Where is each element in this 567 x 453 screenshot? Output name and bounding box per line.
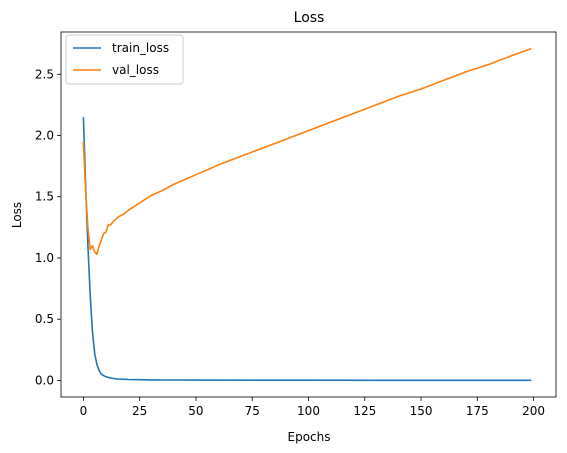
x-tick-label: 175 [466,404,489,418]
legend: train_loss val_loss [65,34,184,85]
legend-label-val-loss: val_loss [112,63,159,77]
y-tick-label: 2.5 [35,67,54,81]
chart-title: Loss [294,10,325,26]
x-tick-label: 75 [245,404,260,418]
x-axis-label: Epochs [288,430,331,444]
axes-frame [60,31,557,398]
x-tick-label: 150 [410,404,433,418]
plot-area [82,47,532,382]
x-tick-label: 200 [522,404,545,418]
x-tick-label: 50 [188,404,203,418]
x-tick-label: 0 [80,404,88,418]
axis-ticks: 0 25 50 75 100 125 150 175 200 0.0 0.5 1.0 1.5 2.0 2.5 [35,67,545,418]
series-line-val-loss [82,47,532,256]
y-tick-label: 0.0 [35,373,54,387]
legend-label-train-loss: train_loss [112,41,169,55]
y-axis-label: Loss [10,202,24,228]
series-line-train-loss [82,117,532,382]
x-tick-label: 100 [297,404,320,418]
y-tick-label: 2.0 [35,128,54,142]
y-tick-label: 1.0 [35,251,54,265]
x-tick-label: 125 [353,404,376,418]
y-tick-label: 0.5 [35,312,54,326]
y-tick-label: 1.5 [35,190,54,204]
x-tick-label: 25 [132,404,147,418]
